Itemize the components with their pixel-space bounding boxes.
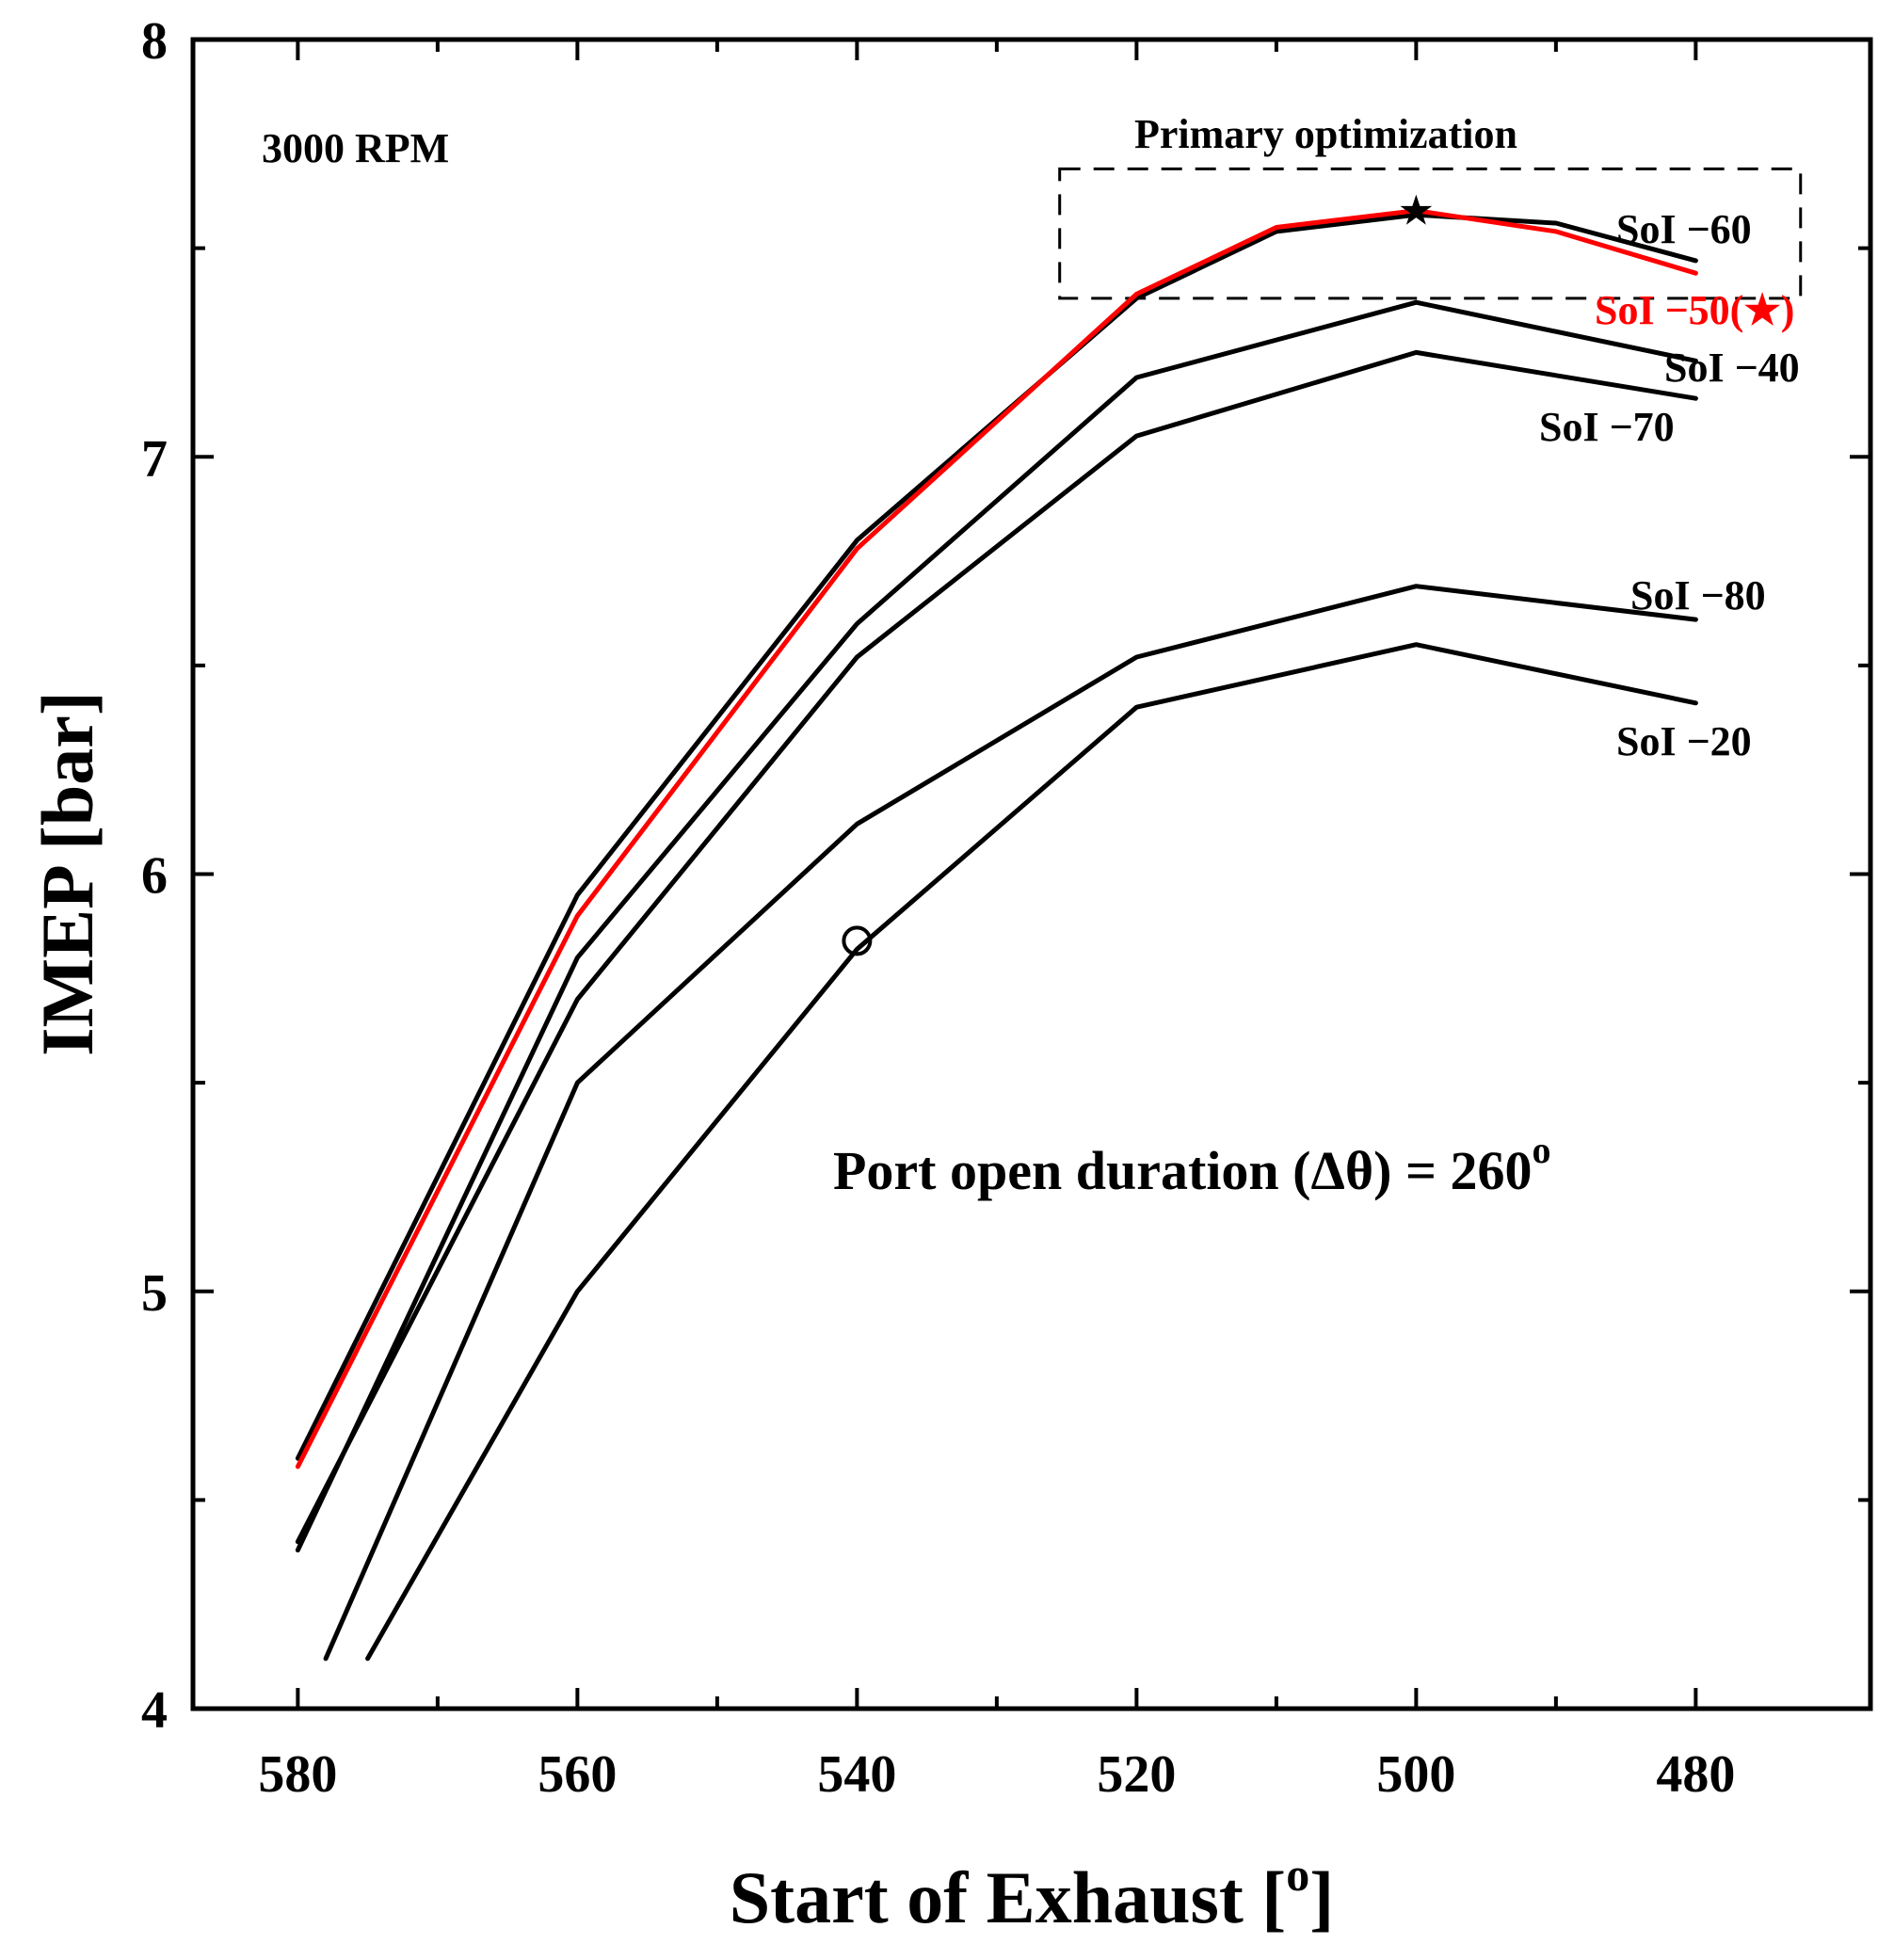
series-line-0	[295, 212, 1698, 1461]
x-tick-label: 520	[1097, 1745, 1176, 1804]
series-line-2	[295, 299, 1698, 1553]
series-line-5	[365, 642, 1698, 1662]
star-marker: ★	[1398, 187, 1435, 235]
x-tick-label: 500	[1376, 1745, 1455, 1804]
y-tick-label: 4	[141, 1681, 168, 1740]
duration-text: Port open duration (Δθ) = 260	[833, 1140, 1533, 1201]
x-tick-label: 480	[1656, 1745, 1735, 1804]
y-tick-label: 6	[141, 847, 168, 906]
series-labels: SoI −60 SoI −50(★) SoI −40 SoI −70 SoI −…	[1539, 206, 1800, 764]
x-axis-title-superscript: o	[1286, 1848, 1309, 1901]
tick-labels: 580 560 540 520 500 480 4 5 6 7 8	[141, 12, 1735, 1804]
series-label-soi-80: SoI −80	[1630, 572, 1766, 619]
x-axis-title-text: Start of Exhaust [	[730, 1856, 1287, 1938]
series-label-soi-60: SoI −60	[1616, 206, 1752, 252]
x-tick-label: 560	[538, 1745, 617, 1804]
duration-superscript: o	[1533, 1129, 1551, 1171]
axis-ticks	[193, 38, 1870, 1711]
series-line-3	[295, 349, 1698, 1545]
duration-annotation: Port open duration (Δθ) = 260o	[833, 1129, 1551, 1201]
y-tick-label: 8	[141, 12, 168, 71]
x-axis-title-end: ]	[1309, 1856, 1334, 1938]
rpm-annotation: 3000 RPM	[262, 125, 449, 171]
series-label-soi-40: SoI −40	[1664, 345, 1800, 391]
series-line-4	[323, 584, 1698, 1662]
series-label-soi-50: SoI −50(★)	[1595, 287, 1794, 333]
y-tick-label: 5	[141, 1264, 168, 1323]
series-label-soi-70: SoI −70	[1539, 404, 1675, 450]
optimization-box-title: Primary optimization	[1134, 111, 1517, 157]
optimization-box	[1058, 167, 1803, 300]
y-tick-label: 7	[141, 429, 168, 488]
markers: ★	[842, 187, 1435, 956]
x-tick-label: 580	[258, 1745, 337, 1804]
y-axis-title: IMEP [bar]	[26, 691, 108, 1056]
circle-marker	[842, 925, 873, 956]
x-axis-title: Start of Exhaust [o]	[730, 1848, 1335, 1938]
x-tick-label: 540	[817, 1745, 896, 1804]
plot-area: ★	[190, 37, 1873, 1711]
series-label-soi-20: SoI −20	[1616, 718, 1752, 764]
series-lines	[295, 208, 1698, 1662]
series-line-1	[295, 208, 1698, 1470]
